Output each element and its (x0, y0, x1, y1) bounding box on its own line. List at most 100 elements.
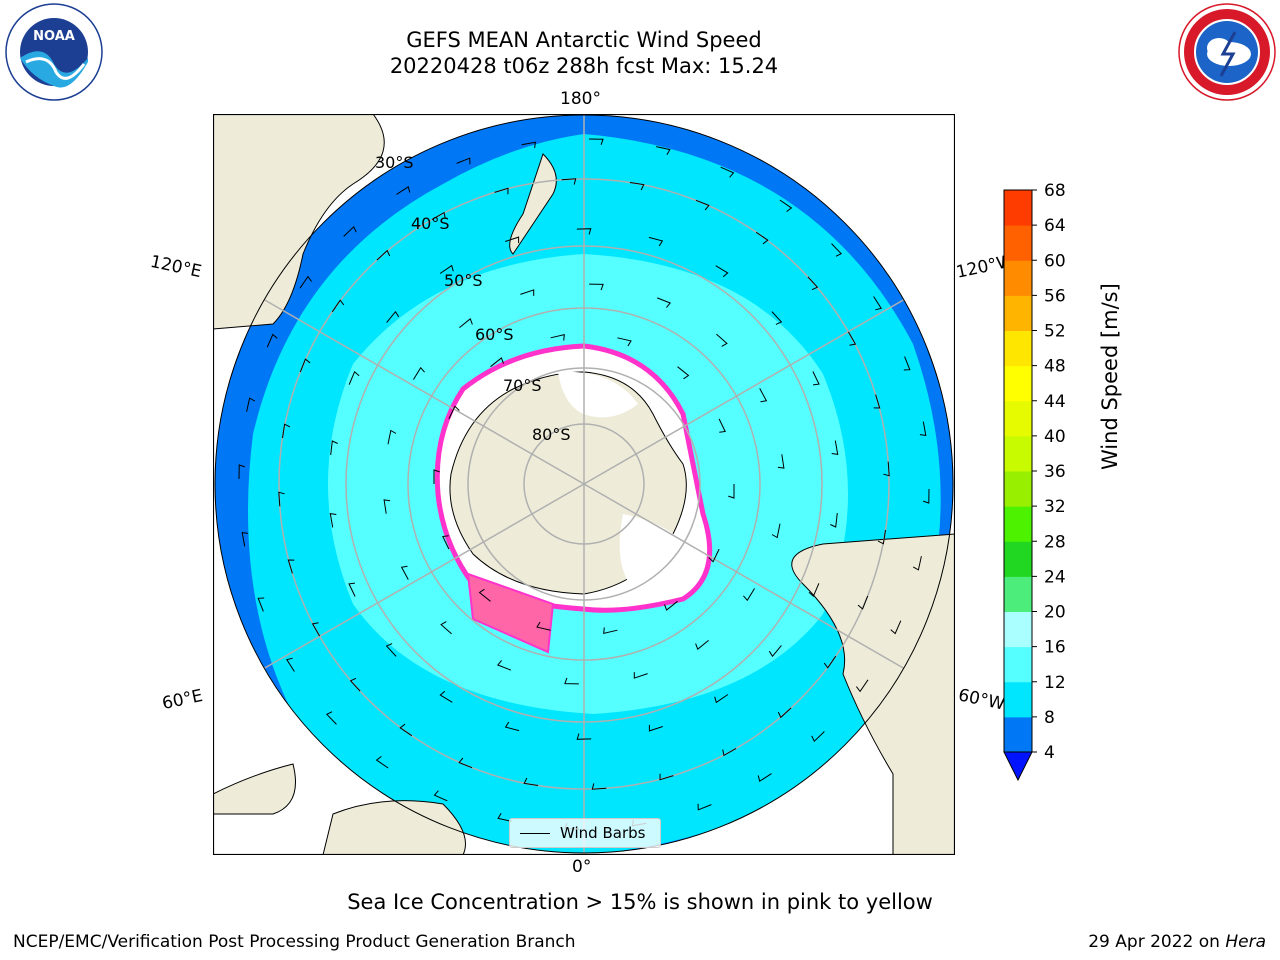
wind-barb (777, 707, 792, 719)
sea-ice-caption: Sea Ice Concentration > 15% is shown in … (347, 890, 933, 914)
wind-barb (412, 366, 425, 380)
wind-barb (807, 276, 819, 291)
colorbar-segment (1004, 681, 1032, 718)
lon-label-180: 180° (560, 89, 601, 109)
wind-barb (433, 469, 440, 484)
wind-barb (771, 311, 783, 325)
wind-barb (459, 317, 473, 328)
wind-barb (375, 756, 389, 769)
colorbar-tick-label: 28 (1044, 532, 1066, 552)
lat-label-80s: 80°S (532, 425, 571, 444)
colorbar-tick-label: 44 (1044, 392, 1066, 412)
colorbar-segment (1004, 295, 1032, 331)
colorbar-segment (1004, 260, 1032, 296)
wind-barb (589, 283, 604, 291)
wind-barb (755, 231, 769, 245)
nws-logo (1178, 3, 1276, 101)
wind-barb (238, 464, 246, 480)
wind-barb (494, 187, 509, 195)
wind-barb (823, 655, 837, 669)
wind-barb (664, 600, 678, 611)
wind-barb (922, 488, 930, 504)
wind-barb (830, 513, 838, 528)
lat-label-70s: 70°S (503, 376, 542, 395)
wind-barb (677, 366, 690, 380)
noaa-logo: NOAA (5, 3, 103, 101)
wind-barb (456, 157, 471, 165)
lat-label-50s: 50°S (444, 271, 483, 290)
colorbar-label: Wind Speed [m/s] (1098, 283, 1122, 470)
wind-barb (311, 622, 321, 637)
wind-barb (714, 694, 729, 704)
wind-barb (399, 723, 413, 737)
wind-barb (286, 657, 295, 672)
colorbar-under-arrow (1003, 751, 1033, 782)
wind-barb (257, 597, 265, 612)
colorbar-segment (1004, 330, 1032, 367)
colorbar-tick-label: 16 (1044, 638, 1066, 658)
wind-barb (246, 397, 256, 412)
wind-barb (343, 225, 357, 237)
colorbar-segment (1004, 190, 1032, 226)
colorbar-tick-label: 68 (1044, 181, 1066, 201)
colorbar-tick-label: 24 (1044, 567, 1066, 587)
wind-barb (550, 333, 565, 341)
polar-map: 30°S 40°S 50°S 60°S 70°S 80°S (212, 113, 956, 856)
wind-barb (695, 199, 710, 211)
colorbar-tick-label: 20 (1044, 603, 1066, 623)
colorbar-tick-label: 48 (1044, 357, 1066, 377)
sea-ice-weddell (466, 572, 555, 654)
colorbar-segment (1004, 576, 1032, 612)
wind-barb (330, 440, 338, 455)
wind-barb (439, 690, 453, 703)
wind-barb (458, 757, 473, 769)
legend: Wind Barbs (509, 818, 661, 848)
wind-barb (759, 388, 768, 403)
colorbar-tick-label: 12 (1044, 673, 1066, 693)
wind-barb (779, 199, 793, 212)
wind-barb (831, 440, 839, 455)
wind-barb (299, 358, 311, 373)
wind-barb (385, 643, 397, 657)
lat-label-40s: 40°S (411, 214, 450, 233)
footer-date-text: 29 Apr 2022 on (1088, 932, 1226, 952)
wind-barb (588, 138, 604, 146)
wind-barb (241, 532, 249, 547)
wind-barb (278, 491, 285, 507)
wind-barb (440, 621, 452, 635)
footer-machine: Hera (1225, 932, 1266, 952)
wind-barb (349, 677, 361, 692)
colorbar-tick-label: 64 (1044, 216, 1066, 236)
wind-barb (708, 548, 720, 563)
wind-barb (716, 333, 728, 347)
wind-barb (808, 583, 820, 598)
wind-barb (348, 582, 356, 597)
wind-barb (873, 296, 882, 311)
footer-date: 29 Apr 2022 on Hera (1088, 932, 1266, 952)
wind-barb (497, 812, 512, 822)
svg-text:NOAA: NOAA (33, 29, 75, 44)
colorbar-tick-label: 36 (1044, 462, 1066, 482)
lon-label-0: 0° (572, 857, 592, 877)
lon-label-120e: 120°E (148, 251, 204, 283)
wind-barb (718, 418, 726, 433)
wind-barb (376, 249, 391, 261)
colorbar-segment (1004, 506, 1032, 542)
colorbar-segment (1004, 716, 1032, 753)
colorbar-tick-label: 40 (1044, 427, 1066, 447)
wind-barb (490, 357, 504, 368)
wind-barb (695, 640, 709, 651)
wind-barb (591, 783, 607, 790)
wind-barb (521, 141, 536, 149)
lon-label-60e: 60°E (160, 685, 205, 715)
wind-barb (890, 620, 902, 635)
wind-barb (728, 484, 735, 499)
wind-barb (299, 275, 312, 289)
wind-barb (442, 535, 450, 550)
wind-barb (877, 529, 886, 545)
wind-barb (873, 394, 881, 409)
colorbar-tick-label: 8 (1044, 708, 1055, 728)
wind-barb (387, 429, 397, 445)
wind-barb (348, 370, 360, 385)
